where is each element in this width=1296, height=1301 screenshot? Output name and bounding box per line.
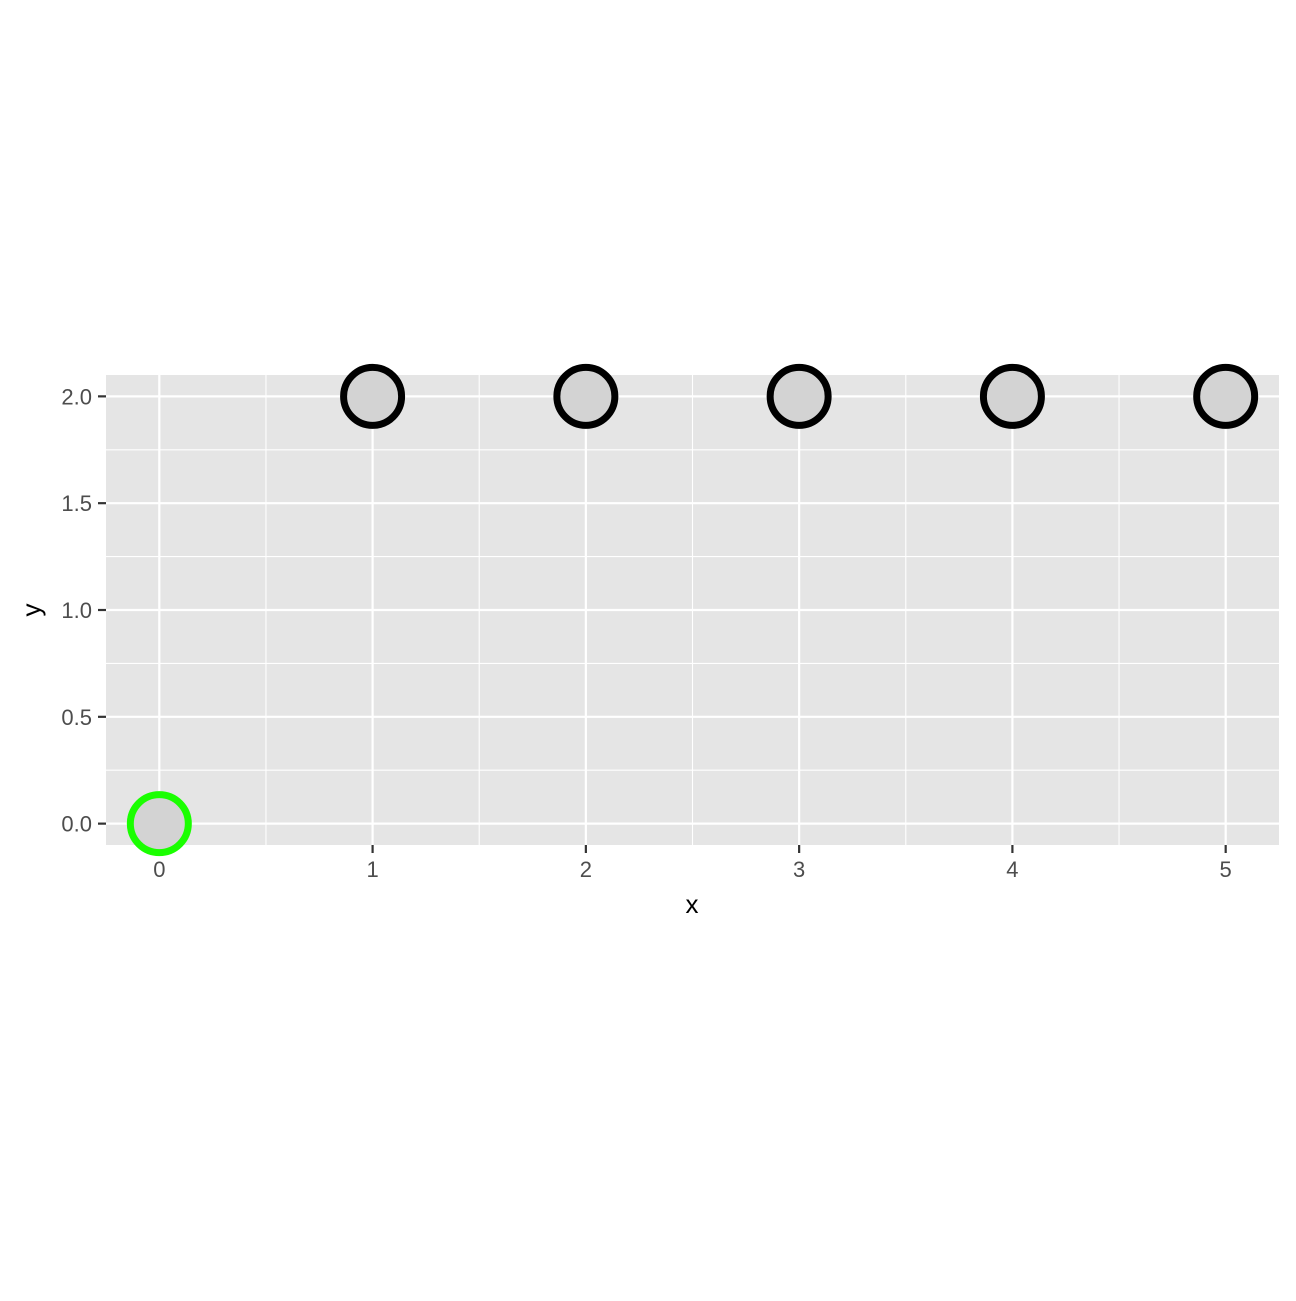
x-axis-label: x [686, 889, 699, 919]
data-point [1193, 363, 1259, 429]
data-point [979, 363, 1045, 429]
gridlines [106, 375, 1279, 845]
x-tick-label: 0 [153, 857, 165, 882]
data-point [553, 363, 619, 429]
data-points [126, 363, 1259, 857]
y-tick-label: 1.0 [61, 598, 92, 623]
x-tick-label: 3 [793, 857, 805, 882]
data-point [340, 363, 406, 429]
y-tick-label: 1.5 [61, 491, 92, 516]
x-tick-label: 5 [1220, 857, 1232, 882]
y-tick-label: 0.5 [61, 705, 92, 730]
x-tick-label: 2 [580, 857, 592, 882]
x-tick-label: 1 [366, 857, 378, 882]
data-point [126, 791, 192, 857]
y-tick-label: 2.0 [61, 384, 92, 409]
axes: 0 1 2 3 4 5 0.0 0.5 1.0 1.5 2.0 [61, 384, 1231, 882]
x-tick-label: 4 [1006, 857, 1018, 882]
y-tick-label: 0.0 [61, 812, 92, 837]
data-point [766, 363, 832, 429]
y-axis-label: y [16, 604, 46, 617]
